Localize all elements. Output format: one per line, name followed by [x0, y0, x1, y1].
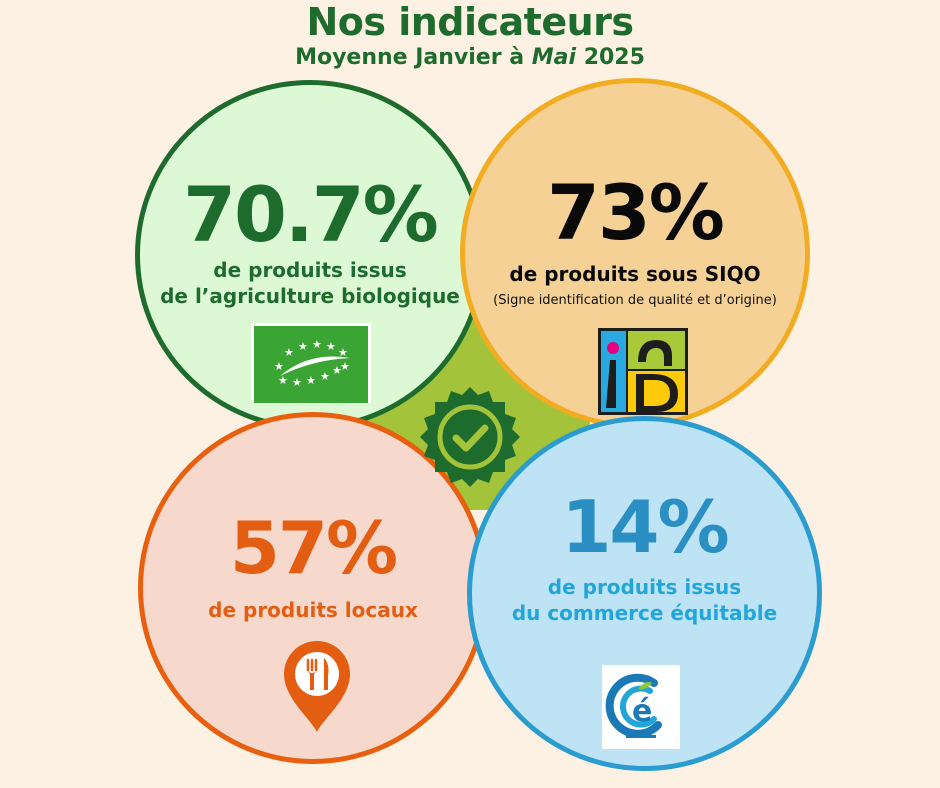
indicator-label-line: de l’agriculture biologique	[160, 284, 460, 308]
indicator-label: de produits sous SIQO	[509, 262, 761, 286]
svg-text:★: ★	[332, 364, 342, 377]
page-title: Nos indicateurs	[306, 0, 634, 44]
subtitle-italic: Mai	[531, 45, 577, 70]
indicator-value: 70.7%	[183, 170, 439, 259]
indicator-label-line: du commerce équitable	[511, 601, 778, 625]
svg-text:★: ★	[338, 346, 348, 359]
inao-logo-icon	[598, 328, 688, 415]
svg-text:é: é	[632, 694, 652, 729]
svg-text:★: ★	[274, 360, 284, 373]
indicator-label: de produits issus de l’agriculture biolo…	[140, 257, 480, 309]
svg-text:★: ★	[298, 340, 308, 353]
svg-text:★: ★	[312, 338, 322, 351]
indicator-value: 57%	[229, 506, 398, 590]
indicator-note: (Signe identification de qualité et d’or…	[493, 293, 777, 308]
checkmark-badge-icon	[418, 385, 522, 489]
local-pin-cutlery-icon	[282, 640, 352, 734]
indicator-label-line: de produits issus	[213, 258, 407, 282]
svg-text:★: ★	[326, 340, 336, 353]
subtitle-prefix: Moyenne Janvier à	[295, 45, 532, 70]
svg-text:★: ★	[278, 374, 288, 387]
indicator-label: de produits locaux	[208, 598, 418, 622]
svg-text:★: ★	[340, 360, 350, 373]
eu-organic-leaf-icon: ★ ★ ★ ★ ★ ★ ★ ★ ★ ★ ★ ★	[251, 323, 371, 403]
indicator-value: 14%	[561, 485, 729, 569]
svg-text:★: ★	[292, 376, 302, 389]
subtitle-suffix: 2025	[576, 45, 645, 70]
page-subtitle: Moyenne Janvier à Mai 2025	[0, 45, 940, 70]
svg-text:★: ★	[320, 370, 330, 383]
indicator-value: 73%	[547, 168, 725, 257]
svg-text:★: ★	[284, 346, 294, 359]
commerce-equitable-icon: é	[602, 665, 680, 749]
svg-text:★: ★	[306, 374, 316, 387]
indicator-label-line: de produits issus	[547, 575, 742, 599]
indicator-label: de produits issus du commerce équitable	[472, 574, 817, 626]
